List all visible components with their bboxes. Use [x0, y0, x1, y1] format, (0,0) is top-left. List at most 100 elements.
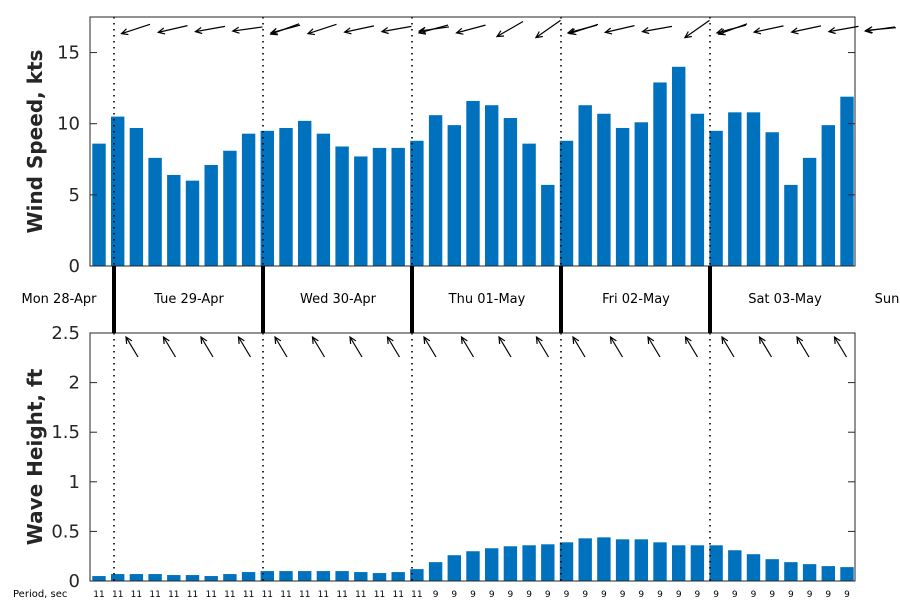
wave-period-10: 11 — [280, 590, 291, 600]
wind-direction-arrowhead-16 — [603, 27, 613, 35]
wind-bar-7 — [223, 150, 237, 266]
wave-period-16: 11 — [392, 590, 403, 600]
wave-period-34: 9 — [732, 590, 738, 600]
wave-direction-arrow-13 — [609, 336, 624, 358]
wave-bar-11 — [298, 571, 312, 581]
wind-ylabel: Wind Speed, kts — [23, 50, 47, 234]
wind-bar-35 — [746, 112, 761, 267]
wind-direction-arrowhead-23 — [827, 27, 836, 35]
wave-period-25: 9 — [564, 590, 570, 600]
wave-direction-arrow-5 — [311, 336, 326, 358]
wave-direction-arrow-8 — [423, 336, 437, 358]
wind-direction-arrow-20 — [716, 24, 747, 34]
wind-bar-14 — [354, 156, 368, 266]
wind-bar-23 — [522, 143, 536, 266]
wind-direction-arrowhead-17 — [641, 27, 650, 35]
wind-bar-19 — [447, 125, 461, 266]
wind-direction-arrowhead-7 — [343, 27, 352, 35]
day-label-6: Sun — [875, 292, 900, 307]
wave-bar-10 — [279, 571, 293, 581]
wave-direction-arrowhead-6 — [349, 335, 357, 345]
wind-direction-arrowhead-8 — [380, 27, 389, 35]
wave-period-11: 11 — [299, 590, 310, 600]
wave-direction-arrow-15 — [684, 336, 699, 358]
wave-bar-9 — [260, 571, 274, 581]
wave-ytick-label-5: 2.5 — [51, 323, 80, 344]
wave-bar-22 — [503, 546, 518, 581]
wind-direction-arrowhead-21 — [752, 27, 762, 35]
wind-direction-arrowhead-12 — [495, 30, 505, 38]
wave-period-13: 11 — [336, 590, 347, 600]
wave-bar-21 — [485, 548, 499, 581]
wave-direction-arrowhead-16 — [721, 335, 729, 345]
wave-bar-12 — [316, 571, 331, 581]
wind-direction-arrow-22 — [791, 25, 822, 33]
wave-direction-arrowhead-10 — [498, 335, 506, 345]
wave-direction-arrow-3 — [237, 336, 252, 358]
wind-direction-arrowhead-1 — [156, 27, 166, 35]
wind-direction-arrow-12 — [496, 20, 524, 38]
wind-bar-17 — [410, 140, 424, 266]
wave-bar-13 — [335, 571, 349, 581]
wave-direction-arrow-19 — [833, 336, 848, 358]
wind-direction-arrow-2 — [195, 25, 226, 33]
wave-direction-arrowhead-4 — [274, 335, 282, 345]
wave-direction-arrowhead-17 — [758, 335, 766, 345]
wave-period-20: 9 — [470, 590, 476, 600]
wind-bar-18 — [428, 115, 443, 266]
wind-direction-arrowhead-20 — [715, 27, 725, 35]
wave-direction-arrow-14 — [647, 336, 661, 358]
wind-direction-arrow-5 — [270, 23, 300, 35]
wave-bar-29 — [634, 539, 648, 581]
day-label-3: Thu 01-May — [448, 292, 526, 307]
wave-period-22: 9 — [508, 590, 514, 600]
wind-direction-arrowhead-25 — [863, 26, 873, 34]
wind-bar-0 — [92, 143, 106, 266]
wind-direction-arrowhead-22 — [790, 27, 799, 35]
wind-ytick-label-1: 5 — [69, 185, 80, 206]
wave-period-26: 9 — [582, 590, 588, 600]
wind-bar-24 — [541, 184, 555, 266]
wave-direction-arrow-4 — [274, 336, 288, 358]
wind-bar-39 — [821, 125, 835, 266]
wind-direction-arrow-17 — [642, 25, 673, 33]
wind-bar-29 — [634, 122, 648, 266]
wave-bar-36 — [765, 559, 779, 581]
wave-period-38: 9 — [807, 590, 813, 600]
wave-period-6: 11 — [205, 590, 216, 600]
wave-direction-arrowhead-3 — [237, 335, 245, 345]
wind-direction-arrow-11 — [456, 24, 486, 34]
wave-direction-arrowhead-14 — [647, 335, 655, 345]
wave-bar-30 — [653, 542, 667, 581]
wind-direction-arrow-25 — [865, 26, 896, 32]
wave-bar-38 — [802, 564, 817, 581]
wave-period-12: 11 — [318, 590, 329, 600]
wind-bar-4 — [167, 174, 181, 266]
wave-direction-arrowhead-9 — [460, 335, 468, 345]
wind-direction-arrow-6 — [307, 23, 337, 35]
wave-bar-7 — [223, 574, 237, 581]
day-label-5: Sat 03-May — [748, 292, 822, 307]
wave-period-14: 11 — [355, 590, 366, 600]
wind-bar-27 — [597, 113, 611, 266]
wave-direction-arrow-12 — [572, 336, 586, 358]
wind-direction-arrow-21 — [754, 25, 784, 33]
wave-bar-40 — [840, 567, 854, 581]
wave-ytick-label-1: 0.5 — [51, 521, 80, 542]
wave-period-4: 11 — [168, 590, 179, 600]
wind-bar-30 — [653, 82, 667, 266]
wave-bar-1 — [111, 574, 125, 581]
wind-direction-arrow-0 — [121, 23, 151, 35]
wave-bar-31 — [672, 545, 686, 581]
wave-bar-24 — [541, 544, 555, 581]
wind-direction-arrowhead-15 — [566, 27, 576, 35]
wind-bar-37 — [784, 184, 798, 266]
wave-direction-arrow-18 — [796, 336, 810, 358]
wave-period-18: 9 — [433, 590, 439, 600]
wave-ytick-label-3: 1.5 — [51, 422, 80, 443]
wind-bar-12 — [316, 133, 331, 266]
wind-direction-arrow-15 — [567, 24, 598, 34]
wind-bar-25 — [559, 140, 574, 266]
wave-period-7: 11 — [224, 590, 235, 600]
day-label-1: Tue 29-Apr — [153, 292, 224, 307]
